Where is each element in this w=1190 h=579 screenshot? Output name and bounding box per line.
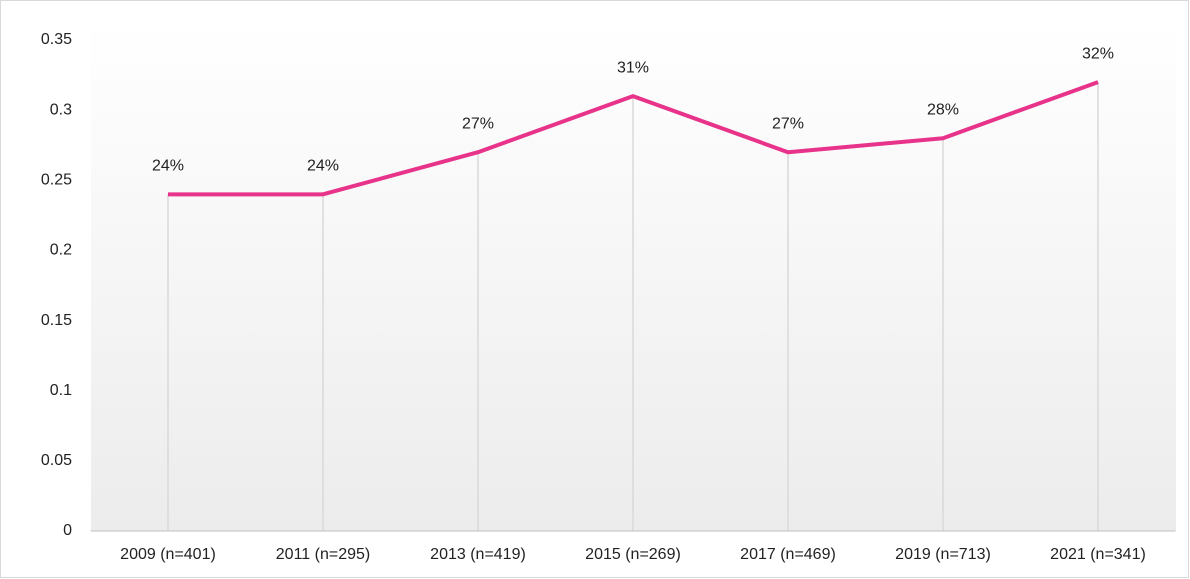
y-tick-label: 0.25	[41, 172, 72, 189]
x-tick-label: 2015 (n=269)	[585, 546, 681, 563]
x-tick-label: 2019 (n=713)	[895, 546, 991, 563]
y-tick-label: 0.35	[41, 31, 72, 48]
x-tick-label: 2021 (n=341)	[1050, 546, 1146, 563]
data-label: 27%	[462, 115, 494, 132]
data-label: 24%	[152, 158, 184, 175]
x-tick-label: 2017 (n=469)	[740, 546, 836, 563]
y-tick-label: 0.2	[50, 242, 72, 259]
y-tick-label: 0	[63, 522, 72, 539]
x-tick-label: 2009 (n=401)	[120, 546, 216, 563]
y-tick-label: 0.05	[41, 452, 72, 469]
line	[168, 80, 1099, 197]
data-label: 27%	[772, 115, 804, 132]
x-tick-label: 2013 (n=419)	[430, 546, 526, 563]
data-label: 32%	[1082, 45, 1114, 62]
data-label: 24%	[307, 158, 339, 175]
data-label: 28%	[927, 101, 959, 118]
y-tick-label: 0.15	[41, 312, 72, 329]
y-tick-label: 0.3	[50, 101, 72, 118]
data-label: 31%	[617, 59, 649, 76]
y-tick-label: 0.1	[50, 382, 72, 399]
x-tick-label: 2011 (n=295)	[276, 546, 370, 563]
